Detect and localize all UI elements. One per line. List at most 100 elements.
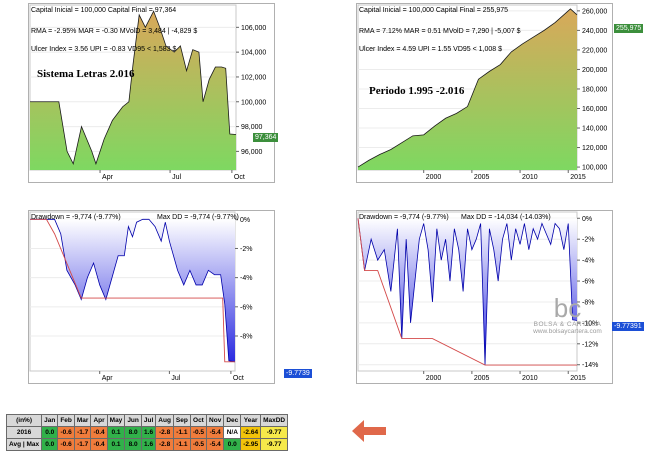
x-tick-label: 2000 [426, 375, 442, 382]
table-cell: -5.4 [206, 426, 225, 439]
table-cell: -0.5 [189, 426, 208, 439]
table-cell: 0.1 [106, 426, 126, 439]
drawdown-area [358, 218, 577, 365]
table-cell: -0.6 [57, 438, 75, 451]
x-tick-label: Oct [233, 375, 244, 382]
equity-period-last-value: 255,975 [614, 24, 644, 33]
table-cell: 0.0 [41, 438, 59, 451]
table-column-header: Sep [172, 414, 191, 427]
table-cell: -9.77 [260, 426, 289, 439]
table-cell: -2.8 [155, 426, 174, 439]
y-tick-label: 104,000 [241, 50, 266, 57]
x-tick-label: Apr [102, 375, 114, 382]
table-column-header: May [106, 414, 126, 427]
maxdd-summary: Max DD = -14,034 (-14.03%) [461, 214, 551, 221]
y-tick-label: 180,000 [582, 86, 607, 93]
table-column-header: Dec [223, 414, 242, 427]
y-tick-label: 240,000 [582, 28, 607, 35]
logo-name: BOLSA & CARTERA [533, 321, 602, 328]
drawdown-line [30, 218, 236, 363]
x-tick-label: 2000 [426, 174, 442, 181]
y-tick-label: -14% [582, 362, 598, 369]
x-tick-label: 2015 [570, 375, 586, 382]
table-cell: -0.4 [90, 426, 108, 439]
x-tick-label: 2010 [522, 174, 538, 181]
table-cell: 0.1 [106, 438, 126, 451]
table-cell: -5.4 [206, 438, 225, 451]
drawdown-line [357, 218, 578, 365]
table-cell: -1.7 [73, 438, 92, 451]
equity-chart-2016-svg: 96,000 98,000 100,000 102,000 104,000 106,000… [29, 4, 266, 181]
y-tick-label: -4% [240, 275, 252, 282]
table-cell: 8.0 [124, 426, 142, 439]
equity-area [358, 8, 577, 171]
y-tick-label: 102,000 [241, 74, 266, 81]
y-tick-label: 0% [582, 216, 592, 223]
table-cell: -0.6 [57, 426, 75, 439]
table-row: 2016 0.0 -0.6 -1.7 -0.4 0.1 8.0 1.6 -2.8 -1.1 -0.5… [5, 426, 289, 439]
maxdd-line [30, 218, 235, 363]
rma-summary: RMA = 7.12% MAR = 0.51 MVolD = 7,290 | -… [359, 28, 521, 35]
table-cell: -1.7 [73, 426, 92, 439]
table-cell: -2.95 [240, 438, 262, 451]
x-tick-label: Jul [172, 174, 181, 181]
table-column-header: Jun [124, 414, 142, 427]
y-tick-label: 140,000 [582, 126, 607, 133]
capital-summary: Capital Inicial = 100,000 Capital Final … [359, 7, 509, 14]
table-cell: -9.77 [260, 438, 289, 451]
rma-summary: RMA = -2.95% MAR = -0.30 MVolD = 3,484 |… [31, 28, 198, 35]
y-tick-label: 200,000 [582, 67, 607, 74]
drawdown-summary: Drawdown = -9,774 (-9.77%) [359, 214, 449, 221]
table-column-header: Apr [90, 414, 108, 427]
y-tick-label: 96,000 [241, 149, 263, 156]
drawdown-chart-1995-2016-svg: 0% -2% -4% -6% -8% -10% -12% -14% 2000 2005 2010 20… [357, 211, 598, 382]
y-tick-label: -10% [582, 320, 598, 327]
equity-chart-1995-2016-svg: 100,000 120,000 140,000 160,000 180,000 200,0… [357, 4, 607, 181]
x-tick-label: Jul [171, 375, 180, 382]
y-tick-label: -4% [582, 258, 594, 265]
table-column-header: Aug [155, 414, 174, 427]
y-tick-label: 160,000 [582, 106, 607, 113]
table-cell: 8.0 [124, 438, 142, 451]
x-tick-label: 2010 [522, 375, 538, 382]
equity-chart-1995-2016: 100,000 120,000 140,000 160,000 180,000 200,0… [356, 3, 613, 183]
table-cell: 0.0 [41, 426, 59, 439]
maxdd-summary: Max DD = -9,774 (-9.77%) [157, 214, 239, 221]
table-column-header: Mar [73, 414, 92, 427]
equity-line [30, 10, 237, 166]
ulcer-summary: Ulcer Index = 4.59 UPI = 1.55 VD95 < 1,0… [359, 46, 503, 53]
monthly-returns-table: (in%) Jan Feb Mar Apr May Jun Jul Aug Sep Oct Nov De… [5, 414, 289, 451]
table-column-header: Feb [57, 414, 75, 427]
equity-line [357, 8, 578, 168]
left-arrow-icon [352, 420, 386, 442]
drawdown-chart-2016: 0% -2% -4% -6% -8% Apr Jul Oct Drawdown = -9,77… [28, 210, 275, 384]
x-tick-label: 2005 [474, 174, 490, 181]
table-column-header: Jan [41, 414, 59, 427]
y-tick-label: 100,000 [582, 165, 607, 172]
x-tick-label: Apr [102, 174, 114, 181]
drawdown-2016-last-value: -9.7739 [284, 369, 312, 378]
drawdown-area [30, 219, 235, 362]
table-cell: N/A [223, 426, 242, 439]
table-row-label: 2016 [5, 426, 43, 439]
table-row-label: Avg | Max [5, 438, 43, 451]
table-cell: 0.0 [223, 438, 242, 451]
logo-url: www.bolsaycartera.com [533, 328, 602, 335]
table-cell: 1.6 [140, 426, 157, 439]
table-cell: -2.8 [155, 438, 174, 451]
y-tick-label: 260,000 [582, 8, 607, 15]
table-cell: 1.6 [140, 438, 157, 451]
system-label: Sistema Letras 2.016 [37, 68, 135, 80]
y-tick-label: 120,000 [582, 145, 607, 152]
y-tick-label: 220,000 [582, 47, 607, 54]
drawdown-chart-1995-2016: 0% -2% -4% -6% -8% -10% -12% -14% 2000 2005 2010 20… [356, 210, 613, 384]
y-tick-label: -2% [582, 237, 594, 244]
y-tick-label: -6% [582, 279, 594, 286]
table-column-header: Year [240, 414, 262, 427]
table-column-header: Oct [189, 414, 208, 427]
y-tick-label: 98,000 [241, 124, 263, 131]
bolsa-cartera-logo: bc BOLSA & CARTERA www.bolsaycartera.com [520, 295, 615, 350]
equity-area [30, 11, 236, 171]
table-cell: -0.4 [90, 438, 108, 451]
y-tick-label: 106,000 [241, 25, 266, 32]
